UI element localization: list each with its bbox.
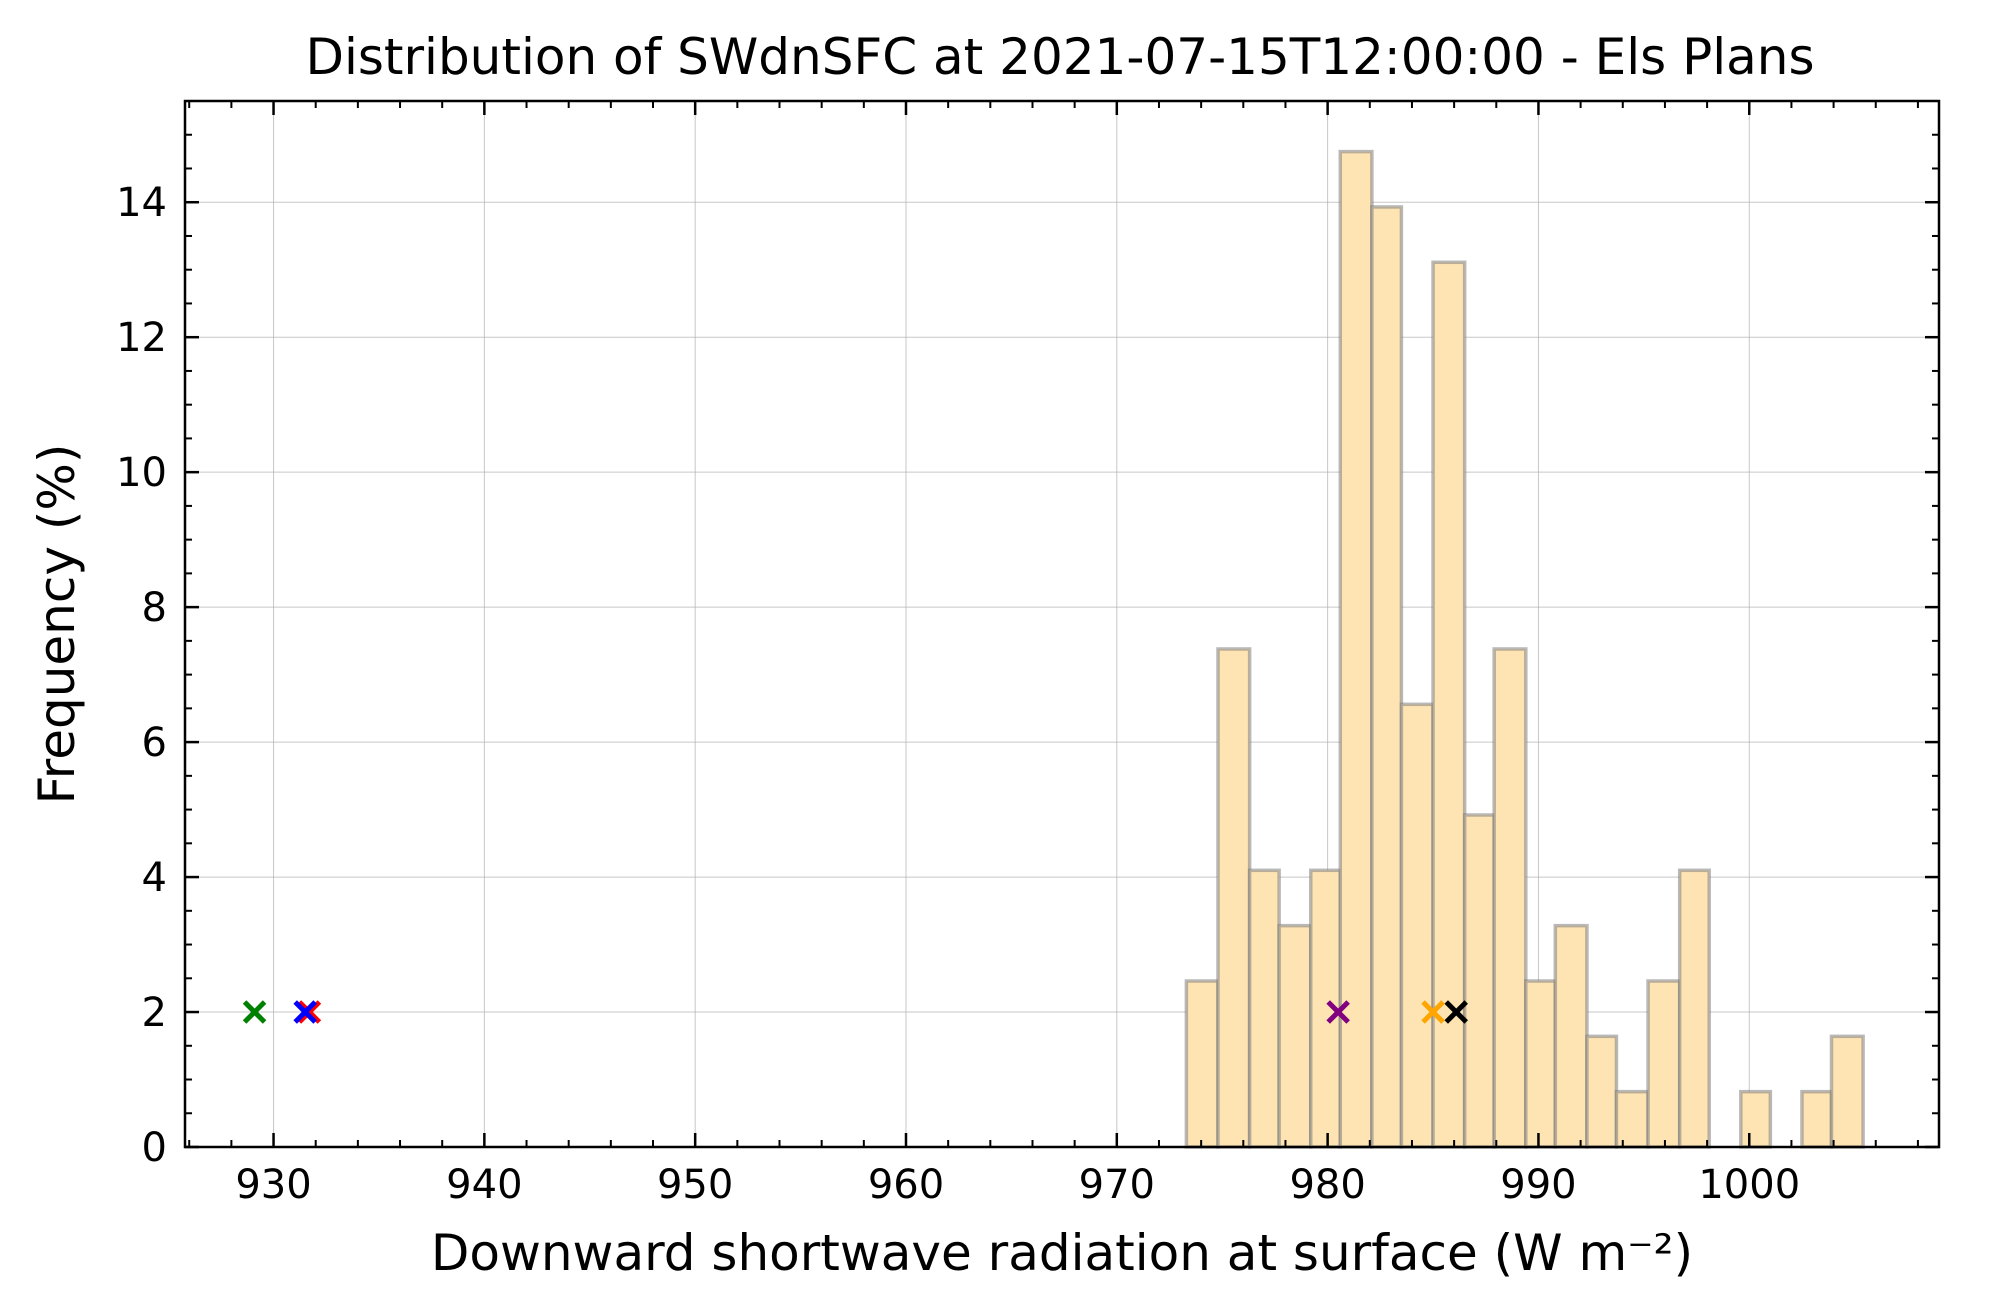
x-marker <box>1444 1000 1468 1024</box>
histogram-bar <box>1829 1034 1865 1149</box>
axis-ticks: 930 940 950 960 970 980 990 1000 0 2 4 6 8 10 12 14 <box>116 100 1939 1208</box>
histogram-bar <box>1370 205 1404 1149</box>
y-tick-label: 6 <box>142 720 167 766</box>
plot-frame <box>183 99 1941 1149</box>
histogram-bar <box>1399 702 1435 1149</box>
histogram-bar <box>1585 1034 1619 1149</box>
y-tick-label: 4 <box>142 855 167 901</box>
x-tick-label: 1000 <box>1698 1162 1800 1208</box>
histogram-bar <box>1739 1089 1773 1149</box>
x-marker <box>1421 1000 1445 1024</box>
y-tick-label: 10 <box>116 450 167 496</box>
x-axis-label: Downward shortwave radiation at surface … <box>431 1224 1693 1282</box>
y-tick-label: 12 <box>116 315 167 361</box>
x-marker <box>242 1000 267 1024</box>
histogram-bar <box>1184 979 1220 1149</box>
x-tick-label: 990 <box>1500 1162 1576 1208</box>
y-tick-label: 0 <box>142 1125 167 1171</box>
x-marker <box>297 1000 322 1024</box>
x-tick-label: 940 <box>446 1162 522 1208</box>
x-tick-label: 980 <box>1289 1162 1365 1208</box>
histogram-bar <box>1677 868 1711 1149</box>
histogram-bar <box>1338 149 1374 1149</box>
histogram-bar <box>1800 1089 1834 1149</box>
x-marker <box>1326 1000 1350 1024</box>
histogram-bars <box>1184 149 1865 1149</box>
chart-title: Distribution of SWdnSFC at 2021-07-15T12… <box>305 28 1814 86</box>
y-tick-label: 14 <box>116 180 167 226</box>
x-tick-label: 970 <box>1079 1162 1155 1208</box>
x-marker <box>293 1000 317 1024</box>
histogram-bar <box>1492 647 1528 1149</box>
x-tick-label: 930 <box>235 1162 311 1208</box>
x-tick-label: 950 <box>657 1162 733 1208</box>
histogram-bar <box>1247 868 1281 1149</box>
histogram-bar <box>1462 813 1496 1149</box>
histogram-bar <box>1553 923 1589 1149</box>
y-tick-label: 8 <box>142 585 167 631</box>
y-tick-label: 2 <box>142 990 167 1036</box>
x-tick-label: 960 <box>868 1162 944 1208</box>
markers <box>242 1000 1468 1024</box>
y-axis-label: Frequency (%) <box>28 444 86 805</box>
histogram-bar <box>1524 979 1558 1149</box>
histogram-bar <box>1216 647 1252 1149</box>
histogram-bar <box>1277 923 1313 1149</box>
histogram-bar <box>1646 979 1682 1149</box>
histogram-bar <box>1614 1089 1650 1149</box>
